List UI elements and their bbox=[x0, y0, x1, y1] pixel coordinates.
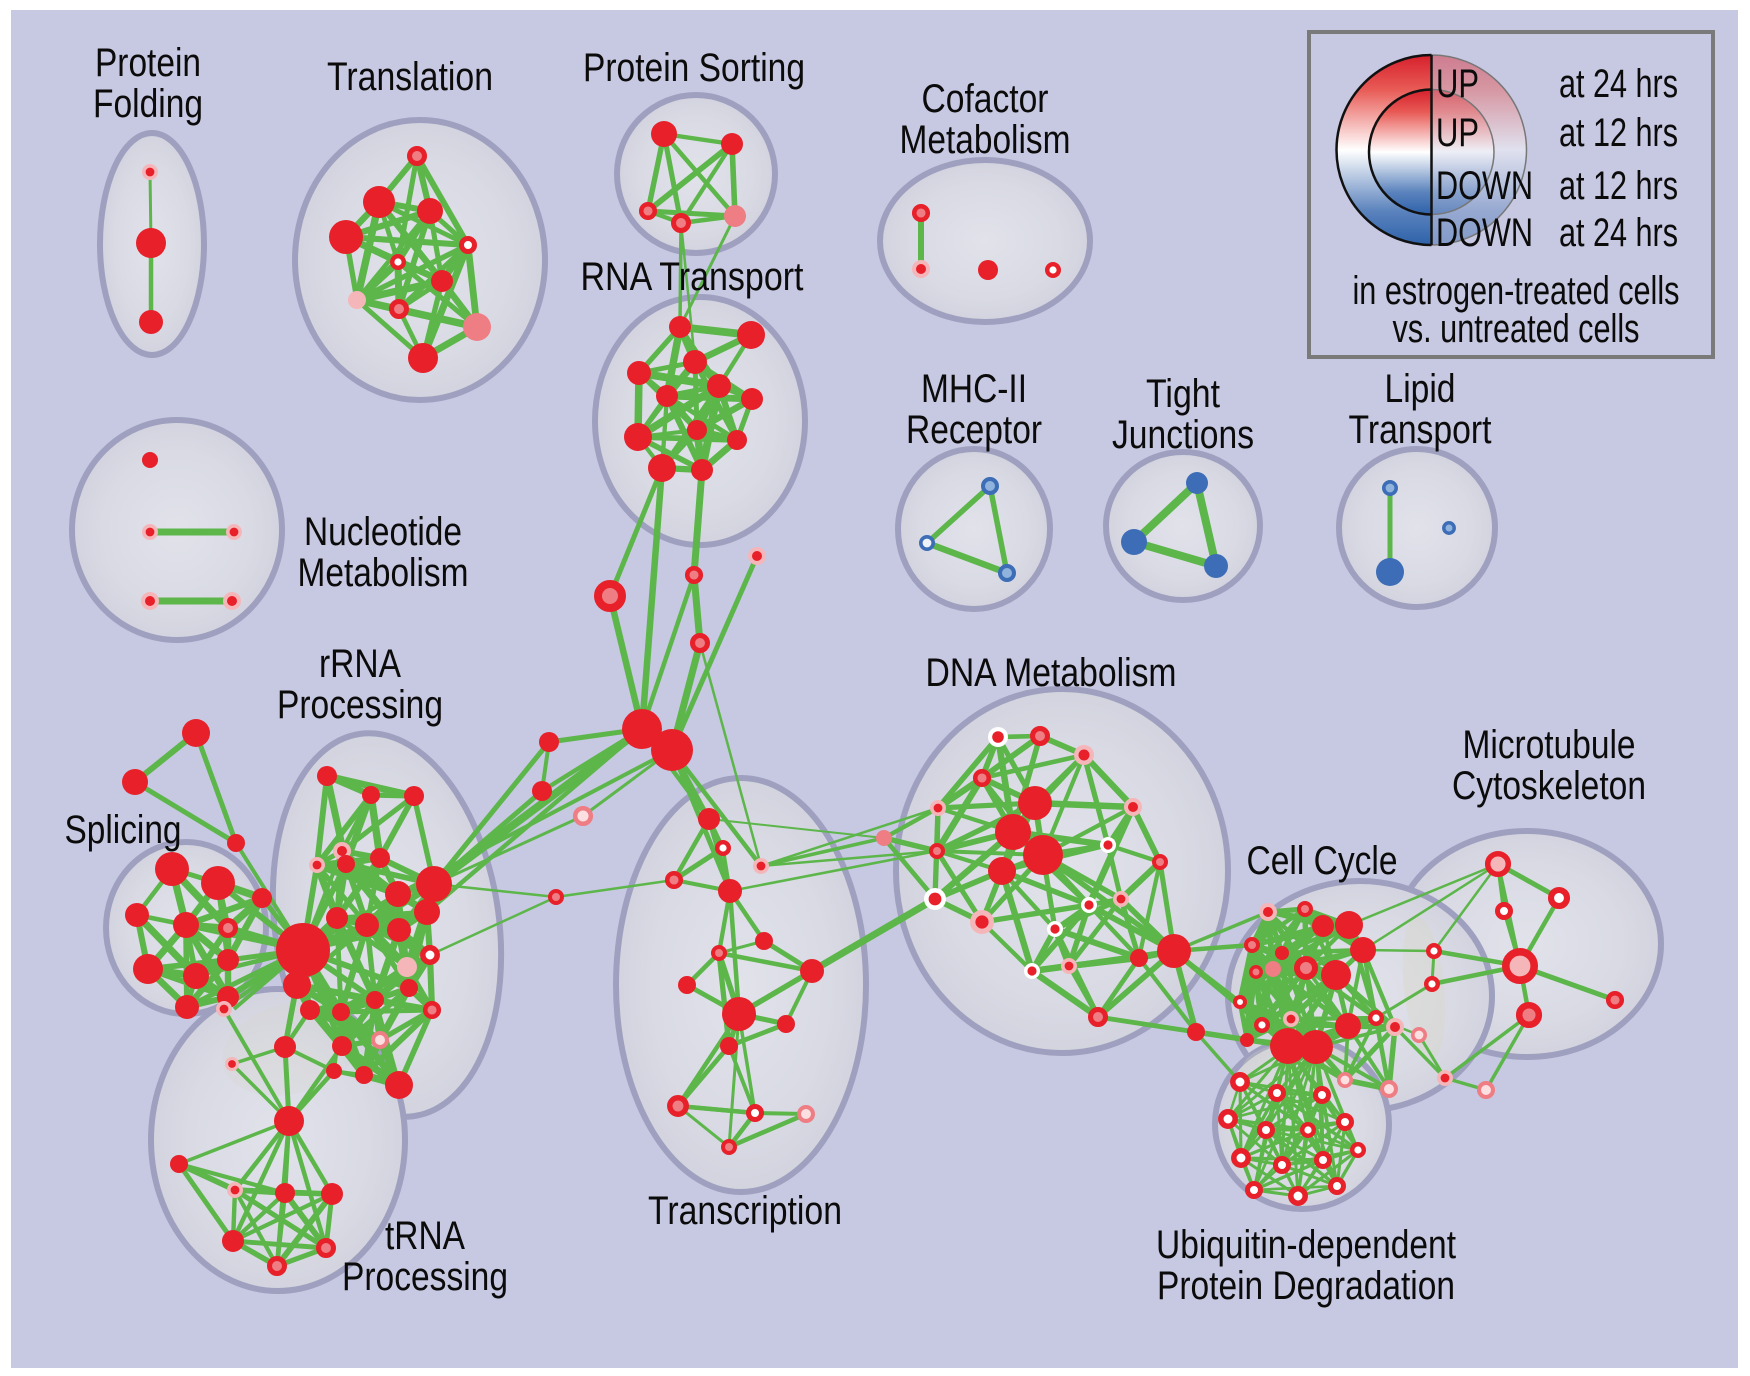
svg-text:rRNA: rRNA bbox=[319, 642, 401, 686]
svg-text:Cell Cycle: Cell Cycle bbox=[1247, 839, 1398, 883]
svg-text:Tight: Tight bbox=[1146, 372, 1220, 416]
svg-text:DNA Metabolism: DNA Metabolism bbox=[926, 651, 1177, 695]
svg-text:at 24 hrs: at 24 hrs bbox=[1559, 62, 1678, 106]
svg-text:Lipid: Lipid bbox=[1385, 367, 1456, 411]
svg-text:UP: UP bbox=[1436, 111, 1479, 155]
svg-text:Receptor: Receptor bbox=[906, 408, 1042, 452]
svg-text:Nucleotide: Nucleotide bbox=[304, 510, 462, 554]
svg-text:Processing: Processing bbox=[277, 683, 443, 727]
svg-text:at 12 hrs: at 12 hrs bbox=[1559, 111, 1678, 155]
svg-text:Processing: Processing bbox=[342, 1255, 508, 1299]
svg-text:RNA Transport: RNA Transport bbox=[581, 255, 804, 299]
svg-text:vs. untreated cells: vs. untreated cells bbox=[1393, 307, 1640, 351]
svg-text:Protein Degradation: Protein Degradation bbox=[1157, 1264, 1455, 1308]
svg-text:Ubiquitin-dependent: Ubiquitin-dependent bbox=[1156, 1223, 1456, 1267]
svg-text:DOWN: DOWN bbox=[1436, 211, 1533, 255]
svg-text:Transcription: Transcription bbox=[648, 1189, 842, 1233]
svg-text:at 12 hrs: at 12 hrs bbox=[1559, 164, 1678, 208]
svg-text:Cytoskeleton: Cytoskeleton bbox=[1452, 764, 1646, 808]
svg-text:Splicing: Splicing bbox=[65, 808, 182, 852]
svg-text:Translation: Translation bbox=[327, 55, 493, 99]
svg-text:Protein: Protein bbox=[95, 41, 201, 85]
svg-text:UP: UP bbox=[1436, 62, 1479, 106]
svg-text:at 24 hrs: at 24 hrs bbox=[1559, 211, 1678, 255]
svg-text:Junctions: Junctions bbox=[1112, 413, 1254, 457]
svg-text:Transport: Transport bbox=[1349, 408, 1492, 452]
svg-text:DOWN: DOWN bbox=[1436, 164, 1533, 208]
svg-text:Folding: Folding bbox=[93, 82, 203, 126]
svg-text:Metabolism: Metabolism bbox=[900, 118, 1071, 162]
svg-text:Cofactor: Cofactor bbox=[922, 77, 1049, 121]
svg-text:tRNA: tRNA bbox=[385, 1214, 465, 1258]
svg-text:Protein Sorting: Protein Sorting bbox=[583, 46, 805, 90]
svg-text:Metabolism: Metabolism bbox=[298, 551, 469, 595]
svg-text:in estrogen-treated cells: in estrogen-treated cells bbox=[1353, 269, 1680, 313]
svg-text:Microtubule: Microtubule bbox=[1463, 723, 1636, 767]
svg-text:MHC-II: MHC-II bbox=[921, 367, 1027, 411]
